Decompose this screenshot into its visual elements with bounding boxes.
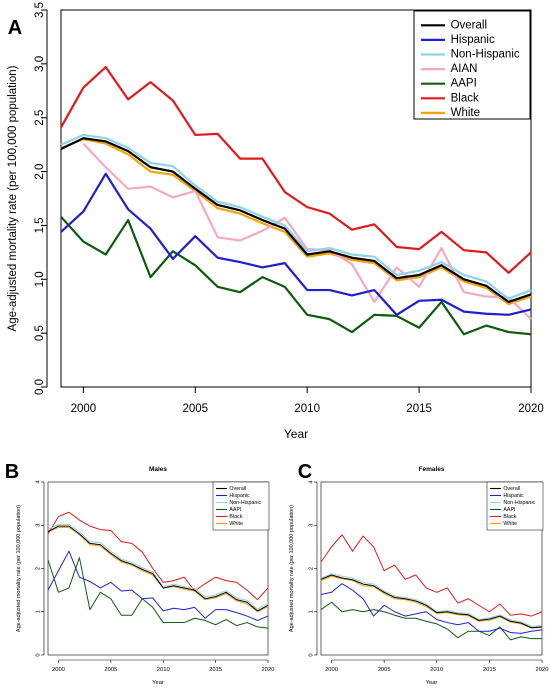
panel-letter: C: [298, 461, 312, 483]
legend-label: Non-Hispanic: [451, 49, 520, 61]
legend-label: Overall: [503, 486, 520, 492]
y-tick-label: 3.5: [34, 2, 46, 18]
series-line-overall: [60, 137, 532, 304]
series-line-black: [320, 534, 543, 617]
y-tick-label: 0: [309, 653, 315, 656]
x-tick-label: 2000: [71, 403, 97, 415]
series-line-overall: [320, 574, 543, 629]
series-line-hispanic: [320, 583, 543, 634]
x-tick-label: 2000: [52, 667, 65, 673]
series-line-hispanic: [47, 550, 269, 621]
y-tick-label: 4: [309, 480, 315, 484]
series-line-hispanic: [60, 172, 532, 316]
y-tick-label: 1.5: [34, 217, 46, 233]
panel-c: C Females 0 1 2 3 4 2000 2005 2010 2015 2020 Year Age…: [289, 461, 548, 686]
legend-box: [486, 481, 544, 531]
panel-title: Females: [418, 466, 444, 473]
legend-box: [212, 481, 270, 531]
panel-b: B Males 0 1 2 3 4 2000 2005 2010 2015 2020 Year Age-a…: [5, 461, 275, 686]
legend-label: AAPI: [451, 78, 477, 90]
legend-label: Overall: [229, 486, 246, 492]
series-line-aapi: [60, 216, 532, 336]
x-tick-label: 2010: [294, 403, 320, 415]
x-tick-label: 2020: [536, 667, 549, 673]
x-axis-title: Year: [152, 680, 164, 686]
series-line-aapi: [320, 601, 542, 641]
series-line-aapi: [47, 557, 269, 629]
legend-label: AIAN: [451, 63, 478, 75]
series-line-black: [47, 511, 269, 601]
legend-label: Black: [229, 514, 242, 520]
legend-label: Black: [451, 92, 479, 104]
legend-label: AAPI: [229, 507, 241, 513]
legend: OverallHispanicNon-HispanicAAPIBlackWhit…: [486, 481, 544, 531]
x-tick-label: 2010: [157, 667, 170, 673]
x-axis-title: Year: [426, 680, 438, 686]
y-tick-label: 2.5: [34, 110, 46, 126]
y-tick-label: 2: [36, 567, 42, 570]
legend-label: Overall: [451, 19, 487, 31]
legend-label: Black: [503, 514, 516, 520]
legend-label: Hispanic: [503, 493, 524, 499]
x-tick-label: 2000: [325, 667, 338, 673]
series-line-aian: [82, 142, 532, 320]
y-tick-label: 0.5: [34, 325, 46, 341]
legend-label: White: [229, 521, 243, 527]
y-tick-label: 0: [36, 653, 42, 656]
series-line-overall: [47, 525, 269, 612]
legend-label: White: [503, 521, 517, 527]
x-tick-label: 2005: [378, 667, 391, 673]
series-line-white: [60, 138, 532, 306]
panel-a: A 0.0 0.5 1.0 1.5 2.0 2.5 3.0 3.5 2000 2005 2010 201…: [7, 2, 544, 441]
x-tick-label: 2015: [406, 403, 432, 415]
legend-box: [413, 10, 531, 120]
x-axis-title: Year: [284, 427, 308, 441]
legend: OverallHispanicNon-HispanicAAPIBlackWhit…: [212, 481, 270, 531]
y-tick-label: 1: [309, 610, 315, 613]
x-tick-label: 2020: [518, 403, 544, 415]
y-tick-label: 1.0: [34, 271, 46, 287]
y-axis-title: Age-adjusted mortality rate (per 100,000…: [7, 65, 19, 331]
legend-label: Hispanic: [229, 493, 250, 499]
y-tick-label: 3: [36, 524, 42, 527]
series-line-white: [320, 575, 543, 629]
y-tick-label: 0.0: [34, 379, 46, 395]
series-line-non-hispanic: [47, 523, 269, 610]
legend-label: Hispanic: [451, 34, 495, 46]
y-tick-label: 1: [36, 610, 42, 613]
y-tick-label: 3: [309, 524, 315, 527]
plot-frame: [320, 481, 543, 656]
series-line-black: [60, 65, 532, 274]
panel-letter: B: [5, 461, 19, 483]
legend-label: Non-Hispanic: [229, 500, 261, 506]
x-tick-label: 2010: [430, 667, 443, 673]
plot-frame: [47, 481, 269, 656]
y-axis-title: Age-adjusted mortality rate (per 100,000…: [289, 505, 295, 632]
x-tick-label: 2015: [209, 667, 222, 673]
legend-label: Non-Hispanic: [503, 500, 535, 506]
x-tick-label: 2015: [483, 667, 496, 673]
y-axis-title: Age-adjusted mortality rate (per 100,000…: [16, 505, 22, 632]
series-line-non-hispanic: [320, 573, 543, 627]
y-tick-label: 3.0: [34, 56, 46, 72]
panel-letter: A: [8, 17, 22, 39]
x-tick-label: 2020: [262, 667, 275, 673]
legend-label: AAPI: [503, 507, 515, 513]
legend: Overall Hispanic Non-Hispanic AIAN AAPI Black…: [413, 10, 531, 120]
series-line-non-hispanic: [60, 133, 532, 300]
panel-title: Males: [149, 466, 167, 473]
legend-label: White: [451, 107, 480, 119]
x-tick-label: 2005: [104, 667, 117, 673]
x-tick-label: 2005: [182, 403, 208, 415]
y-tick-label: 2.0: [34, 164, 46, 180]
y-tick-label: 2: [309, 567, 315, 570]
y-tick-label: 4: [36, 480, 42, 484]
